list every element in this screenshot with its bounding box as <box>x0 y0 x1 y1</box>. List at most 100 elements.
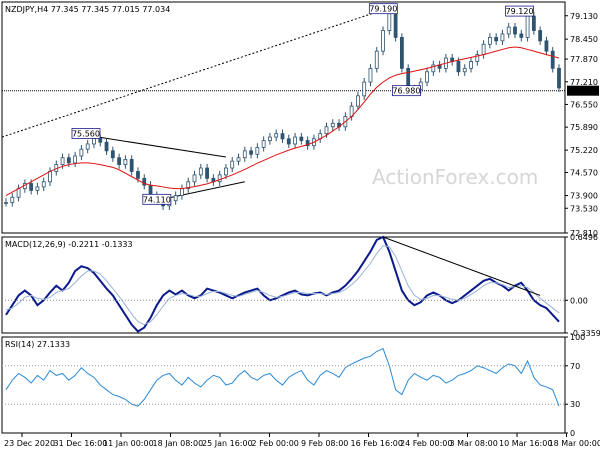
candle-body <box>519 33 524 38</box>
candle-body <box>73 155 78 164</box>
panel-title: MACD(12,26,9) -0.2211 -0.1333 <box>5 240 133 249</box>
candle-body <box>224 167 228 176</box>
y-tick-label: 73.900 <box>570 192 598 201</box>
x-tick-label: 10 Mar 16:00 <box>499 439 552 448</box>
candle-body <box>557 67 561 89</box>
candle-body <box>550 50 555 69</box>
panel-title: NZDJPY,H4 77.345 77.345 77.015 77.034 <box>5 5 170 14</box>
candle-body <box>104 141 109 152</box>
candle-body <box>487 37 492 45</box>
candle-body <box>29 183 34 191</box>
candle-body <box>374 50 379 69</box>
annotation-label: 74.110 <box>143 195 171 204</box>
x-tick-label: 18 Mar 00:00 <box>549 439 600 448</box>
panel-frames <box>1 1 566 434</box>
rsi-panel: RSI(14) 27.1333 100 70 30 0 <box>2 333 585 438</box>
x-tick-label: 2 Feb 00:00 <box>252 439 299 448</box>
candle-body <box>469 61 473 69</box>
y-tick-label: 77.210 <box>570 78 598 87</box>
candle-body <box>362 81 367 97</box>
candle-body <box>41 181 46 188</box>
y-tick-label: 0 <box>570 429 575 438</box>
candle-body <box>92 138 96 145</box>
candle-body <box>399 37 404 69</box>
annotation-box <box>505 5 534 17</box>
candle-body <box>261 140 266 148</box>
annotation-label: 76.980 <box>392 87 420 96</box>
candle-body <box>48 171 52 183</box>
annotation-box <box>392 85 421 97</box>
x-tick-label: 23 Dec 2020 <box>4 439 55 448</box>
indicator-line-0 <box>5 235 560 333</box>
candle-body <box>249 150 253 155</box>
x-tick-label: 31 Dec 16:00 <box>54 439 108 448</box>
y-tick-label: 0.6496 <box>570 233 598 242</box>
annotation-box <box>71 128 101 139</box>
x-tick-label: 16 Feb 16:00 <box>351 439 403 448</box>
candle-body <box>544 40 549 52</box>
candle-body <box>136 171 140 179</box>
current-price-label: 76.950 <box>570 87 598 96</box>
candle-body <box>494 37 499 42</box>
candle-body <box>230 160 235 169</box>
y-tick-label: 77.870 <box>570 55 598 64</box>
candle-body <box>280 133 285 140</box>
y-tick-label: 74.570 <box>570 169 598 178</box>
panel-frame-0 <box>1 1 566 234</box>
candle-body <box>198 167 203 176</box>
candle-body <box>381 30 385 52</box>
indicator-line-0 <box>5 347 560 407</box>
candle-body <box>425 71 429 83</box>
candle-body <box>531 15 536 31</box>
candle-body <box>513 26 517 35</box>
candle-body <box>431 64 436 73</box>
y-tick-label: 78.450 <box>570 35 598 44</box>
candle-body <box>538 30 543 42</box>
panel-frame-2 <box>1 336 566 434</box>
candle-body <box>293 136 297 145</box>
candle-body <box>173 195 178 202</box>
candle-body <box>475 54 480 62</box>
candle-body <box>186 181 191 190</box>
price-panel: NZDJPY,H4 77.345 77.345 77.015 77.034 79.… <box>1 3 599 238</box>
panel-title: RSI(14) 27.1333 <box>5 340 70 349</box>
y-tick-label: 30 <box>570 400 580 409</box>
candle-body <box>330 122 335 128</box>
annotation-box <box>142 193 172 205</box>
candle-body <box>142 177 147 186</box>
candle-body <box>255 147 260 155</box>
indicator-line-1 <box>5 245 560 326</box>
moving-average-line <box>5 46 560 196</box>
x-tick-label: 3 Mar 08:00 <box>450 439 498 448</box>
candle-body <box>180 188 184 196</box>
watermark: ActionForex.com <box>372 165 538 189</box>
candle-body <box>356 95 360 107</box>
candle-body <box>85 143 90 150</box>
y-tick-label: 72.810 <box>570 229 598 238</box>
candle-body <box>268 136 272 141</box>
candle-body <box>299 136 304 141</box>
trendline-long <box>1 9 384 138</box>
candle-body <box>110 150 115 159</box>
y-tick-label: 76.550 <box>570 100 598 109</box>
candle-body <box>35 186 40 191</box>
candle-body <box>462 67 467 73</box>
x-tick-label: 11 Jan 00:00 <box>103 439 154 448</box>
candle-body <box>324 126 329 135</box>
candle-body <box>98 138 103 143</box>
y-tick-label: 75.220 <box>570 146 598 155</box>
candle-body <box>506 26 511 35</box>
macd-trendline <box>382 236 541 296</box>
x-tick-label: 25 Jan 16:00 <box>202 439 253 448</box>
y-tick-label: 70 <box>570 362 580 371</box>
candle-body <box>456 61 461 73</box>
candle-body <box>4 202 8 204</box>
candle-body <box>60 157 65 165</box>
panel-frame-1 <box>1 236 566 334</box>
y-tick-label: 79.130 <box>570 12 598 21</box>
y-tick-label: 0.00 <box>570 296 588 305</box>
macd-panel: MACD(12,26,9) -0.2211 -0.1333 0.6496 0.00 -… <box>2 233 600 338</box>
annotation-label: 79.120 <box>506 7 534 16</box>
